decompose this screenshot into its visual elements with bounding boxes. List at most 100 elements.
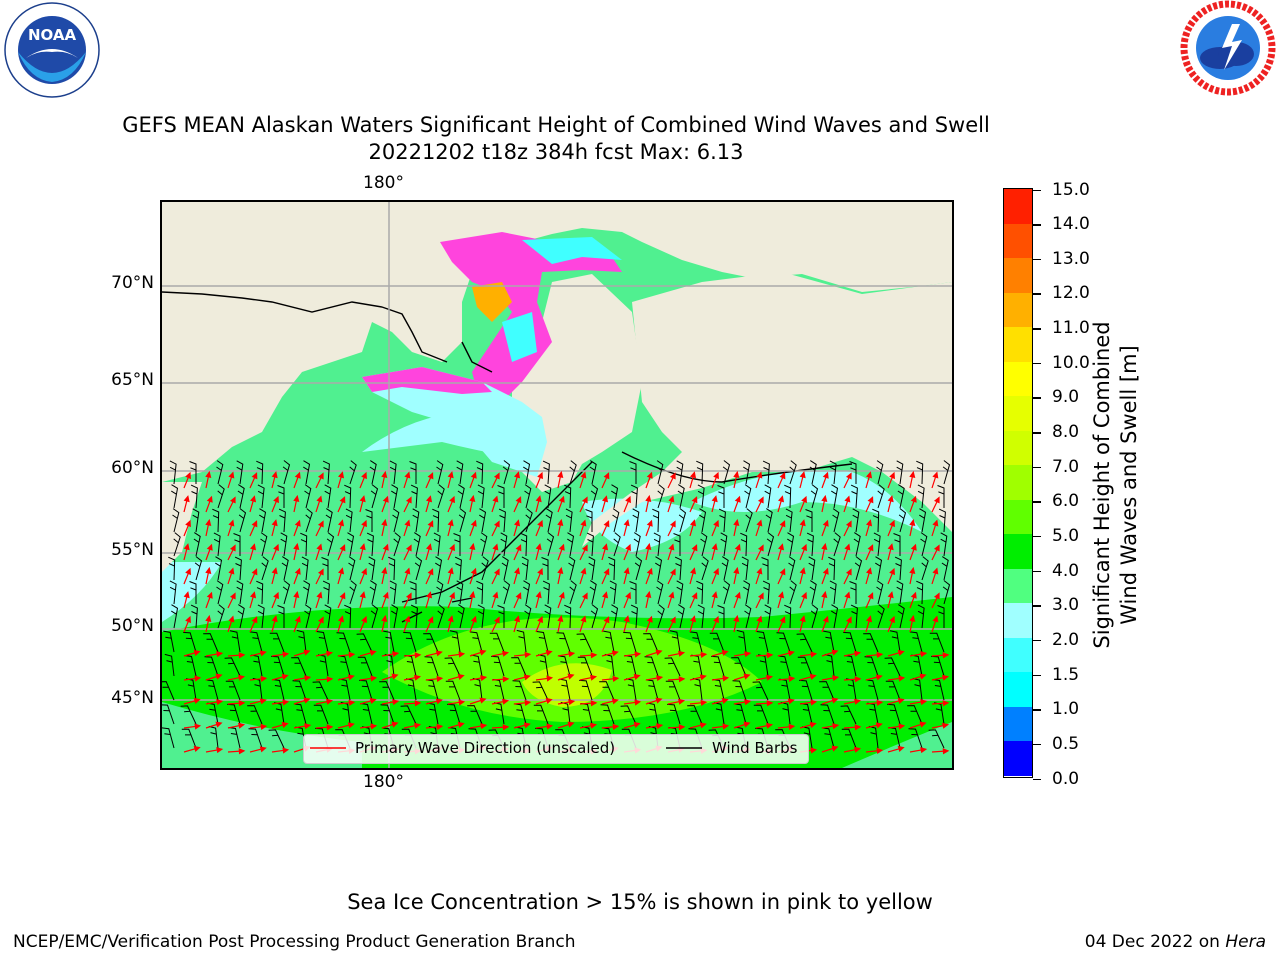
wind-barb xyxy=(303,580,311,605)
wave-arrow-head xyxy=(690,615,697,623)
wind-barb xyxy=(502,460,511,485)
wind-barb xyxy=(469,631,483,653)
wave-arrow-head xyxy=(633,673,641,680)
wave-arrow-head xyxy=(229,496,236,504)
wind-barb xyxy=(391,604,399,629)
wind-barb xyxy=(271,655,285,677)
wave-arrow-head xyxy=(700,699,708,707)
wind-barb xyxy=(521,556,529,581)
wind-barb xyxy=(269,632,285,653)
wind-barb xyxy=(897,604,905,629)
wind-barb xyxy=(215,556,223,581)
wave-arrow-head xyxy=(854,746,862,753)
wave-arrow-head xyxy=(369,697,377,704)
wind-barb xyxy=(797,656,813,677)
wave-arrow-head xyxy=(603,520,610,528)
wave-arrow-head xyxy=(183,543,190,551)
colorbar-tick-label: 0.5 xyxy=(1052,733,1080,754)
wind-barb xyxy=(257,484,265,509)
wind-barb xyxy=(611,484,619,509)
wave-arrow-head xyxy=(238,674,246,681)
wind-barb xyxy=(403,631,417,653)
wind-barb xyxy=(676,580,684,605)
wave-arrow-head xyxy=(557,518,564,526)
wind-barb xyxy=(831,604,839,629)
wind-barb xyxy=(576,633,593,653)
wave-arrow-head xyxy=(251,520,258,528)
wind-barb xyxy=(391,484,399,509)
chart-title: GEFS MEAN Alaskan Waters Significant Hei… xyxy=(122,113,990,137)
wave-arrow-head xyxy=(690,567,697,575)
wind-barb xyxy=(546,532,555,557)
sea-ice-bering-north xyxy=(362,367,547,477)
wind-barb xyxy=(629,461,637,484)
footer-credit: NCEP/EMC/Verification Post Processing Pr… xyxy=(13,932,576,952)
wave-arrow-head xyxy=(193,697,201,704)
wave-arrow-head xyxy=(799,471,806,479)
wave-arrow-head xyxy=(369,649,377,656)
colorbar-segment xyxy=(1004,534,1032,570)
wave-arrow-head xyxy=(469,494,476,502)
wave-arrow-head xyxy=(447,519,454,527)
wave-arrow-head xyxy=(832,675,840,682)
wind-barb xyxy=(843,631,857,653)
wave-arrow-head xyxy=(875,722,883,729)
wave-arrow-head xyxy=(713,519,719,528)
colorbar-segment xyxy=(1004,189,1032,225)
wave-arrow-head xyxy=(216,747,224,754)
colorbar-tick-label: 6.0 xyxy=(1052,491,1080,512)
wind-barb xyxy=(850,604,858,629)
wave-arrow-head xyxy=(734,495,741,503)
wave-arrow-head xyxy=(721,697,729,704)
wave-arrow-head xyxy=(668,495,675,503)
wave-arrow-head xyxy=(580,519,587,527)
wind-barb xyxy=(383,630,395,653)
wave-arrow-head xyxy=(602,591,609,599)
wave-arrow-head xyxy=(293,494,300,502)
wind-barb xyxy=(366,532,374,557)
wind-barb xyxy=(896,460,904,485)
wind-barb xyxy=(234,556,242,581)
colorbar-tick xyxy=(1033,189,1041,191)
wind-barb xyxy=(238,508,247,533)
wave-arrow-head xyxy=(910,591,917,599)
wind-barb xyxy=(743,460,751,485)
wave-arrow-head xyxy=(271,519,278,527)
colorbar-tick-label: 0.0 xyxy=(1052,768,1080,789)
wind-barb xyxy=(852,508,860,533)
wind-barb xyxy=(321,557,329,580)
wind-barb xyxy=(296,629,307,653)
wave-arrow-head xyxy=(669,568,676,576)
wind-barb xyxy=(634,556,643,581)
wind-barb xyxy=(190,484,198,509)
wave-arrow-head xyxy=(215,673,223,680)
wave-arrow-head xyxy=(590,674,598,681)
wind-barb xyxy=(457,604,465,629)
wind-barb xyxy=(623,631,637,653)
wave-arrow-head xyxy=(932,615,939,623)
wave-arrow-head xyxy=(260,675,268,683)
wind-barb xyxy=(536,631,549,653)
wind-barb xyxy=(787,532,795,557)
wave-arrow-head xyxy=(909,566,916,574)
wave-arrow-head xyxy=(713,615,719,624)
wind-barb xyxy=(832,508,840,533)
colorbar-tick xyxy=(1033,709,1041,711)
wave-arrow-head xyxy=(537,615,543,624)
wind-barb xyxy=(501,556,509,581)
wave-arrow-head xyxy=(690,471,697,479)
wave-arrow-head xyxy=(876,651,884,659)
wind-barb xyxy=(643,633,659,653)
wave-arrow-head xyxy=(546,723,554,730)
wave-arrow-head xyxy=(898,675,906,682)
colorbar-tick xyxy=(1033,224,1041,226)
wave-arrow-head xyxy=(194,723,202,730)
wind-barb xyxy=(233,533,241,556)
wind-barb xyxy=(303,460,311,485)
wind-barb xyxy=(456,460,464,485)
wave-arrow-head xyxy=(845,520,852,528)
wind-barb xyxy=(564,604,572,629)
wind-barb xyxy=(718,508,726,533)
wave-arrow-head xyxy=(303,649,311,656)
wind-barb xyxy=(291,657,307,677)
